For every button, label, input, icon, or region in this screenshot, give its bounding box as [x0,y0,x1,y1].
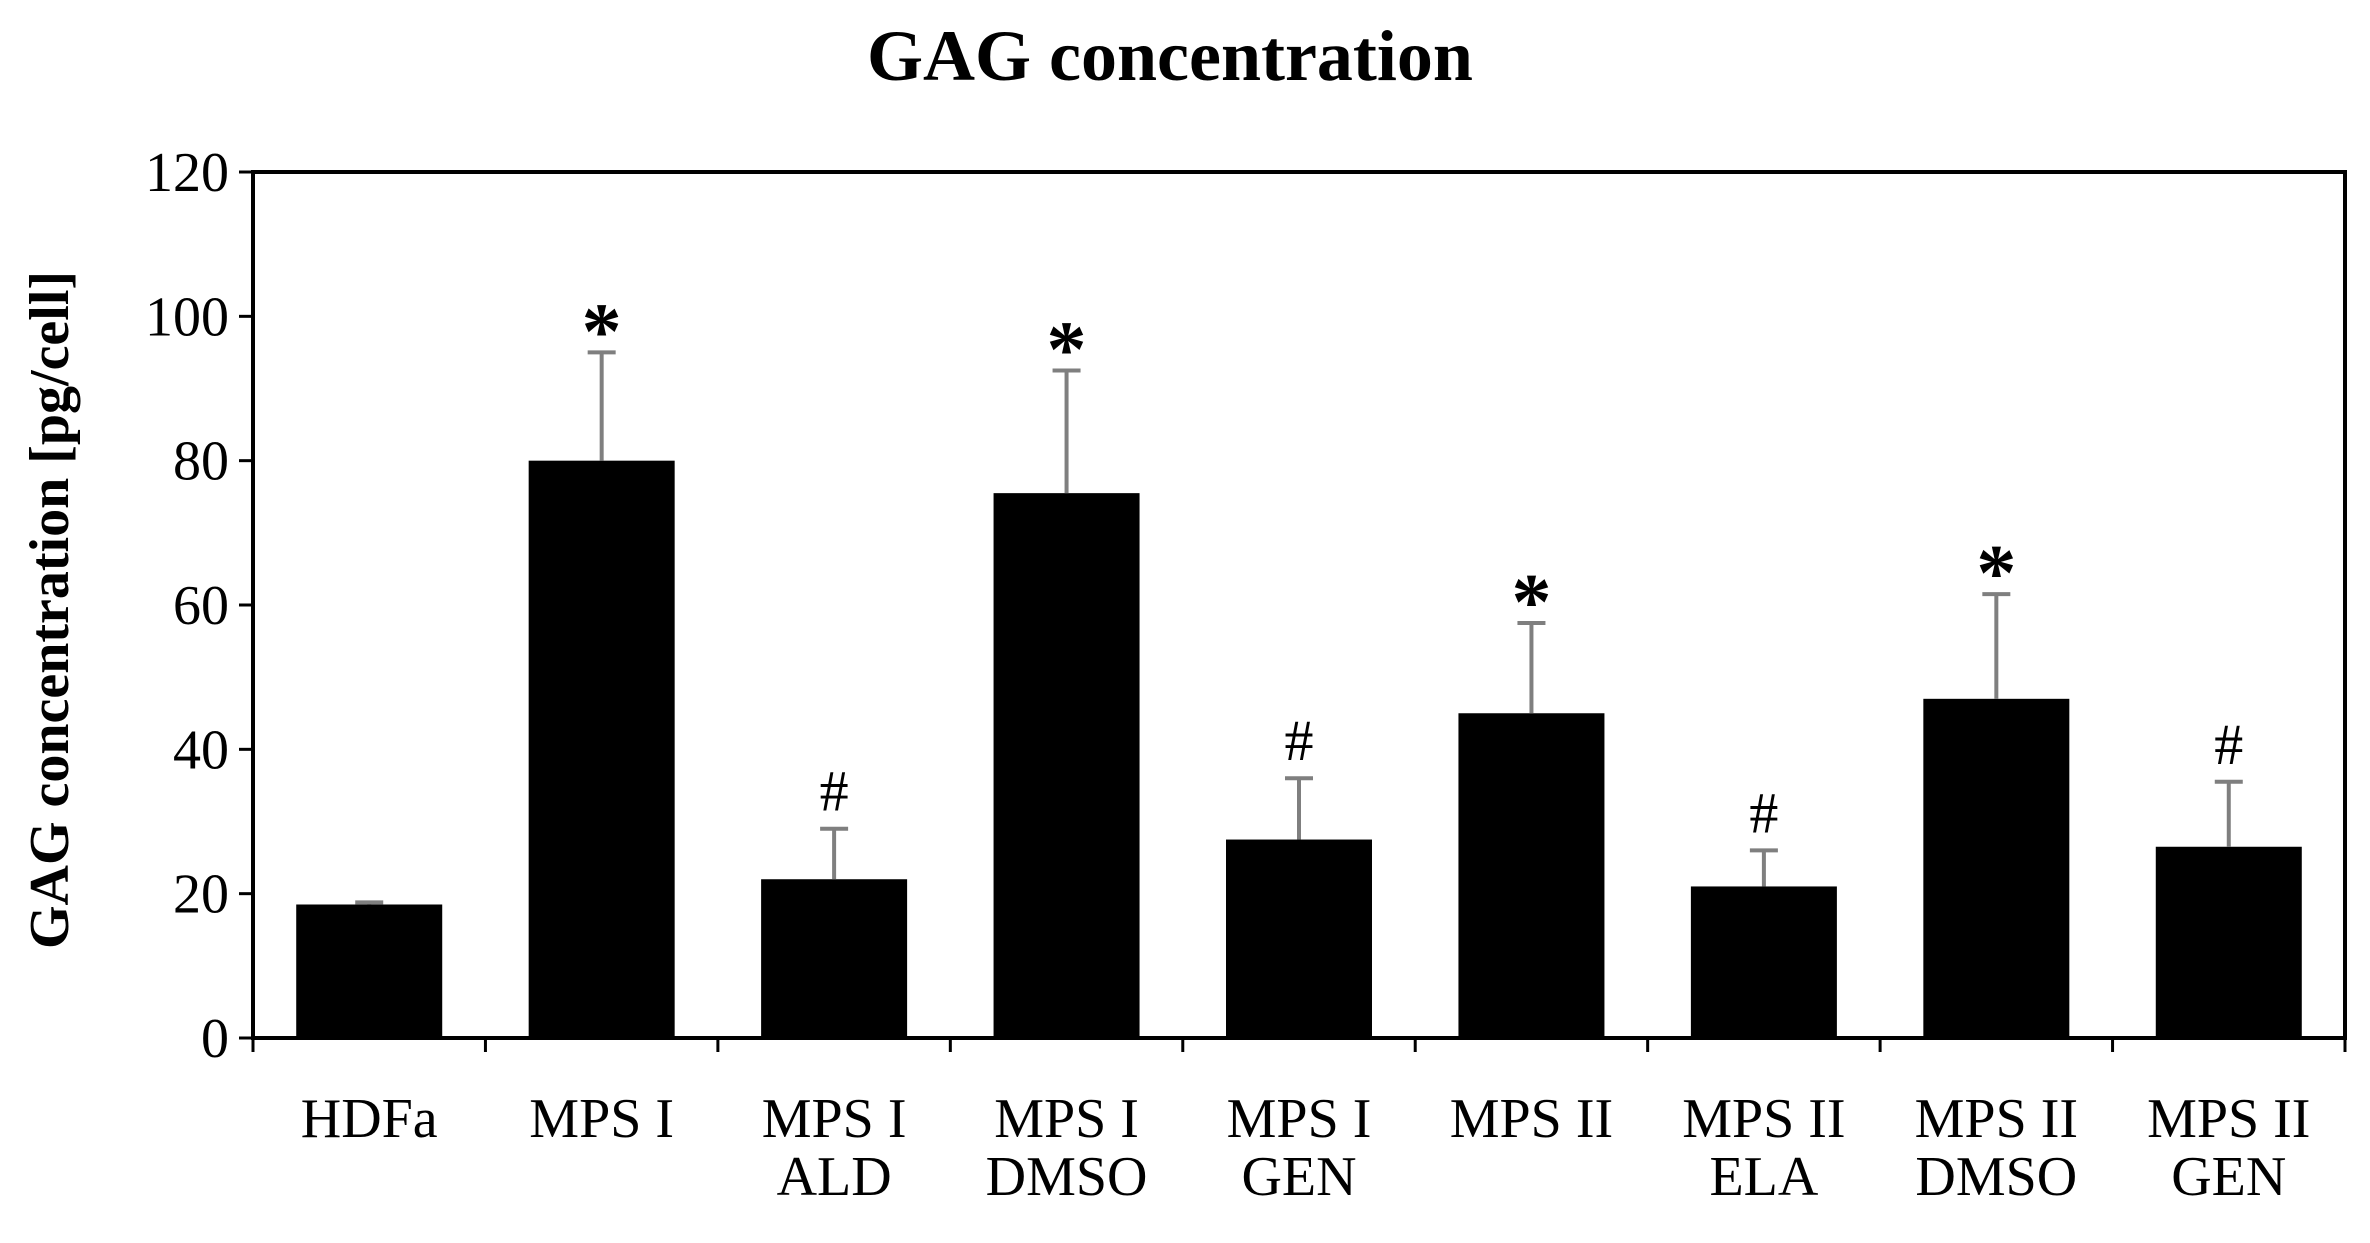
x-category-label: MPS I [762,1088,907,1150]
bar [761,879,908,1038]
significance-star: * [1511,559,1551,647]
x-category-label: MPS I [994,1088,1139,1150]
y-tick-label: 60 [173,575,229,637]
y-axis-label: GAG concentration [pg/cell] [19,271,81,949]
bar [1458,713,1605,1038]
x-category-label: MPS I [1227,1088,1372,1150]
x-category-label: HDFa [301,1088,438,1150]
significance-star: * [582,288,622,376]
x-category-label: MPS II [2147,1088,2310,1150]
chart-title: GAG concentration [867,16,1473,96]
x-category-label: GEN [1241,1146,1356,1208]
x-category-label: MPS II [1915,1088,2078,1150]
significance-hash: # [2214,712,2243,777]
significance-hash: # [820,759,849,824]
x-category-label: MPS II [1682,1088,1845,1150]
y-tick-label: 20 [173,864,229,926]
y-tick-label: 80 [173,431,229,493]
significance-star: * [1047,306,1087,394]
bar [2155,846,2302,1038]
y-tick-label: 120 [145,142,229,204]
significance-star: * [1976,530,2016,618]
bar [296,904,443,1038]
y-tick-label: 100 [145,286,229,348]
x-category-label: ALD [777,1146,892,1208]
bar [1690,886,1837,1038]
x-category-label: MPS II [1450,1088,1613,1150]
bar [1226,839,1372,1038]
bar [528,460,675,1039]
x-category-label: ELA [1709,1146,1818,1208]
x-category-label: DMSO [1915,1146,2077,1208]
bar [993,493,1140,1038]
significance-hash: # [1285,708,1314,773]
x-category-label: DMSO [986,1146,1148,1208]
x-category-label: GEN [2171,1146,2286,1208]
bar [1923,698,2070,1038]
y-tick-label: 0 [201,1008,229,1070]
x-category-label: MPS I [529,1088,674,1150]
significance-hash: # [1749,780,1778,845]
y-tick-label: 40 [173,719,229,781]
